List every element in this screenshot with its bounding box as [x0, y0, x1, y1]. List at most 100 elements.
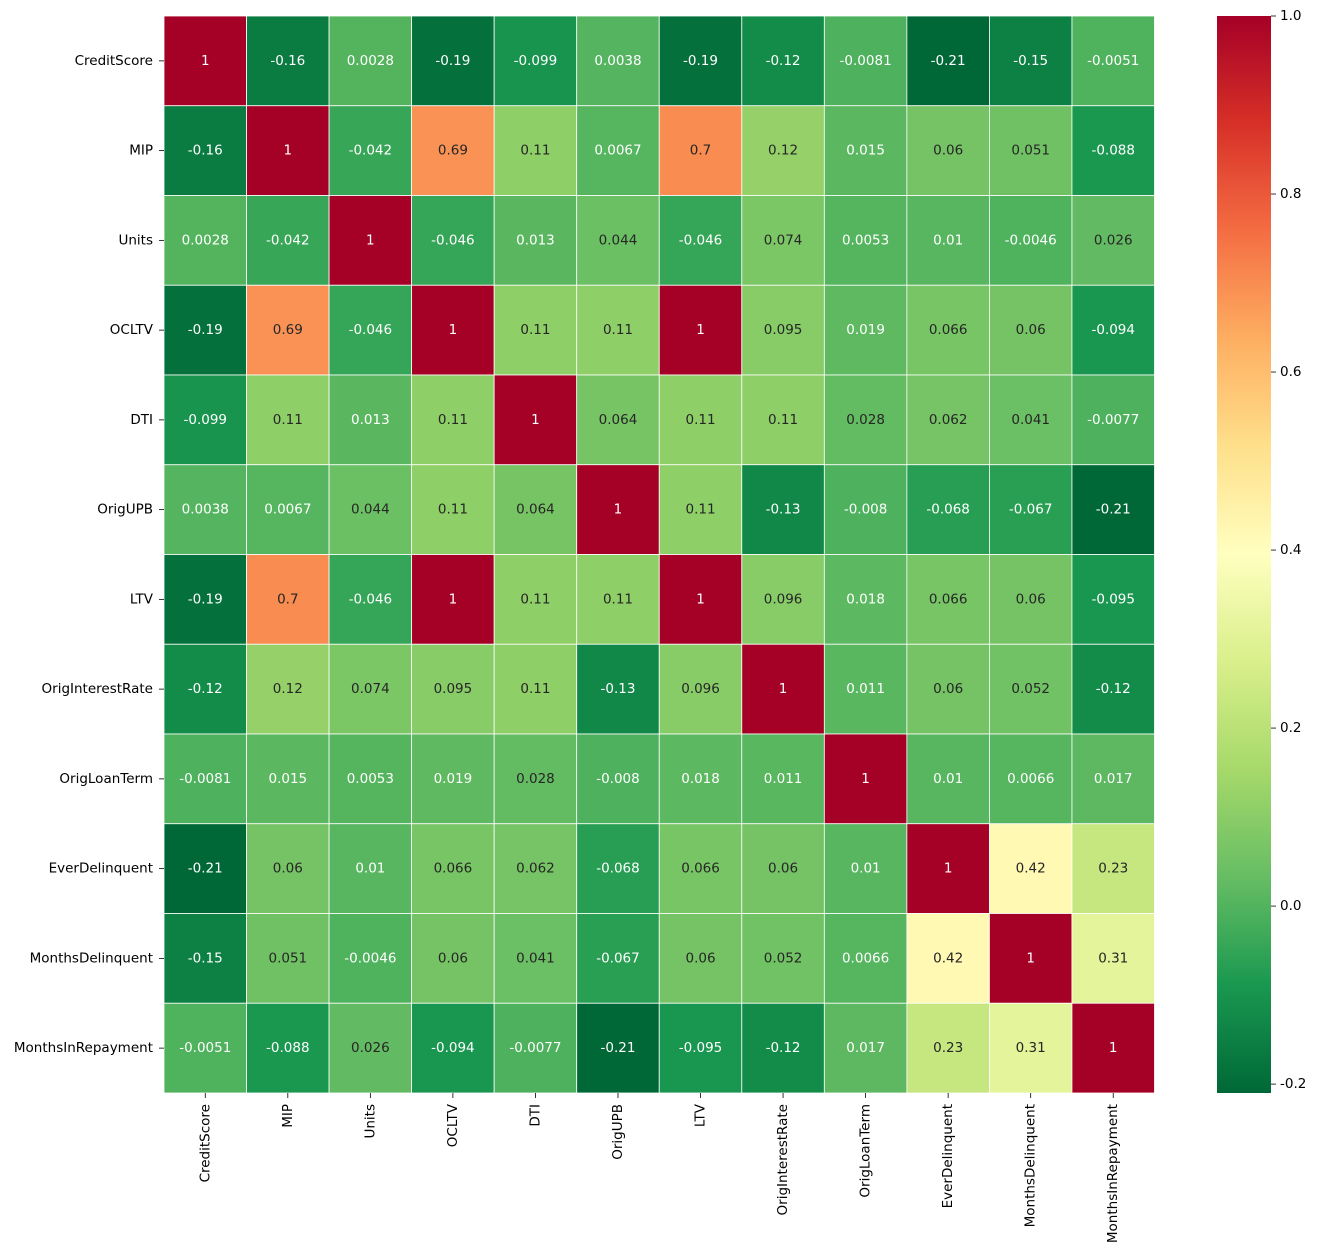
- heatmap-cell-MonthsDelinquent-LTV: [658, 913, 743, 1004]
- heatmap-cell-MIP-OrigInterestRate: [741, 105, 825, 196]
- heatmap-cell-OrigInterestRate-MIP: [246, 643, 330, 735]
- heatmap-cell-DTI-DTI: [493, 374, 578, 466]
- heatmap-annotation: -0.0046: [1005, 232, 1057, 248]
- heatmap-annotation: 0.074: [764, 232, 803, 248]
- y-tick-label-EverDelinquent: EverDelinquent: [49, 861, 153, 877]
- colorbar-tick-label: -0.2: [1280, 1076, 1306, 1092]
- heatmap-annotation: 0.12: [273, 681, 303, 697]
- heatmap-annotation: 0.7: [690, 143, 711, 159]
- heatmap-cell-LTV-OrigLoanTerm: [823, 554, 908, 645]
- x-tick-label-LTV: LTV: [693, 1103, 709, 1127]
- heatmap-annotation: -0.008: [844, 502, 888, 518]
- heatmap-annotation: 1: [531, 412, 540, 428]
- heatmap-cell-LTV-MIP: [246, 554, 330, 645]
- heatmap-annotation: -0.21: [601, 1040, 636, 1056]
- heatmap-annotation: 0.026: [1094, 232, 1133, 248]
- heatmap-cell-OrigInterestRate-OrigLoanTerm: [823, 643, 908, 735]
- heatmap-cell-OCLTV-LTV: [658, 284, 743, 376]
- heatmap-annotation: -0.12: [1096, 681, 1131, 697]
- heatmap-annotation: 0.11: [273, 412, 303, 428]
- heatmap-cell-EverDelinquent-OrigInterestRate: [741, 823, 825, 914]
- heatmap-annotation: 0.06: [438, 950, 468, 966]
- heatmap-annotation: 0.017: [1094, 771, 1133, 787]
- heatmap-cell-OrigUPB-MonthsInRepayment: [1071, 464, 1155, 555]
- heatmap-cell-OCLTV-MonthsInRepayment: [1071, 284, 1155, 376]
- heatmap-annotation: 0.062: [929, 412, 968, 428]
- heatmap-annotation: -0.042: [349, 143, 393, 159]
- heatmap-cell-LTV-LTV: [658, 554, 743, 645]
- heatmap-annotation: 1: [696, 591, 705, 607]
- heatmap-cell-Units-MonthsInRepayment: [1071, 195, 1155, 286]
- heatmap-annotation: 0.041: [516, 950, 555, 966]
- heatmap-cell-DTI-MonthsInRepayment: [1071, 374, 1155, 466]
- heatmap-cell-MIP-LTV: [658, 105, 743, 196]
- heatmap-annotation: 0.041: [1011, 412, 1050, 428]
- heatmap-annotation: -0.088: [1091, 143, 1135, 159]
- heatmap-cell-MonthsInRepayment-OCLTV: [411, 1002, 495, 1094]
- heatmap-annotation: -0.094: [431, 1040, 475, 1056]
- heatmap-annotation: 0.31: [1098, 950, 1128, 966]
- heatmap-cell-OrigLoanTerm-OrigUPB: [576, 733, 660, 825]
- heatmap-annotation: 0.064: [599, 412, 638, 428]
- heatmap-annotation: 0.11: [438, 412, 468, 428]
- heatmap-cell-MonthsInRepayment-MIP: [246, 1002, 330, 1094]
- heatmap-annotation: 0.01: [851, 861, 881, 877]
- heatmap-cell-OCLTV-EverDelinquent: [906, 284, 990, 376]
- heatmap-annotation: -0.16: [270, 53, 305, 69]
- x-tick-label-MIP: MIP: [280, 1104, 296, 1128]
- heatmap-annotation: 0.0067: [594, 143, 641, 159]
- heatmap-annotation: 1: [696, 322, 705, 338]
- heatmap-cell-CreditScore-CreditScore: [163, 15, 247, 107]
- heatmap-annotation: 0.0066: [842, 950, 889, 966]
- heatmap-annotation: 0.01: [355, 861, 385, 877]
- heatmap-cell-OCLTV-DTI: [493, 284, 578, 376]
- heatmap-annotation: 0.0066: [1007, 771, 1054, 787]
- heatmap-cell-LTV-EverDelinquent: [906, 554, 990, 645]
- heatmap-annotation: -0.13: [601, 681, 636, 697]
- heatmap-cell-DTI-EverDelinquent: [906, 374, 990, 466]
- heatmap-annotation: -0.21: [188, 861, 223, 877]
- heatmap-annotation: 0.23: [933, 1040, 963, 1056]
- heatmap-cell-DTI-CreditScore: [163, 374, 247, 466]
- heatmap-annotation: 1: [1109, 1040, 1118, 1056]
- heatmap-annotation: 0.0028: [347, 53, 394, 69]
- heatmap-annotation: 0.11: [520, 143, 550, 159]
- heatmap-cell-MIP-Units: [328, 105, 413, 196]
- heatmap-annotation: 0.31: [1016, 1040, 1046, 1056]
- heatmap-annotations: 1 -0.16 0.0028 -0.19 -0.099 0.0038 -0.19 -0.12 -…: [179, 53, 1139, 1056]
- y-axis-tick-labels: CreditScore MIP Units OCLTV DTI OrigUPB LTV Ori…: [14, 53, 164, 1056]
- heatmap-annotation: 0.013: [351, 412, 390, 428]
- heatmap-annotation: -0.12: [766, 53, 801, 69]
- heatmap-cell-OrigLoanTerm-EverDelinquent: [906, 733, 990, 825]
- heatmap-annotation: -0.0077: [509, 1040, 561, 1056]
- heatmap-annotation: 1: [366, 232, 375, 248]
- heatmap-cell-MIP-MIP: [246, 105, 330, 196]
- heatmap-annotation: 0.06: [1016, 322, 1046, 338]
- heatmap-cell-EverDelinquent-MonthsDelinquent: [989, 823, 1073, 914]
- heatmap-annotation: -0.067: [596, 950, 640, 966]
- y-tick-label-MonthsInRepayment: MonthsInRepayment: [14, 1040, 153, 1056]
- heatmap-annotation: 0.01: [933, 232, 963, 248]
- heatmap-cell-OrigInterestRate-EverDelinquent: [906, 643, 990, 735]
- heatmap-cell-Units-CreditScore: [163, 195, 247, 286]
- heatmap-cell-MonthsInRepayment-EverDelinquent: [906, 1002, 990, 1094]
- colorbar-tick-label: 1.0: [1280, 8, 1301, 24]
- heatmap-cell-MonthsDelinquent-MIP: [246, 913, 330, 1004]
- heatmap-cell-CreditScore-MonthsInRepayment: [1071, 15, 1155, 107]
- heatmap-annotation: 0.095: [434, 681, 473, 697]
- heatmap-cell-LTV-Units: [328, 554, 413, 645]
- heatmap-cell-MIP-DTI: [493, 105, 578, 196]
- heatmap-cell-EverDelinquent-OrigUPB: [576, 823, 660, 914]
- heatmap-cell-LTV-OrigInterestRate: [741, 554, 825, 645]
- x-tick-label-MonthsInRepayment: MonthsInRepayment: [1105, 1104, 1121, 1243]
- heatmap-annotation: 0.066: [929, 322, 968, 338]
- x-tick-label-OCLTV: OCLTV: [445, 1103, 461, 1147]
- heatmap-annotation: 0.028: [846, 412, 885, 428]
- colorbar: 1.0 0.8 0.6 0.4 0.2 0.0 -0.2: [1217, 8, 1306, 1093]
- heatmap-annotation: 0.11: [603, 322, 633, 338]
- heatmap-cell-EverDelinquent-OrigLoanTerm: [823, 823, 908, 914]
- heatmap-cell-EverDelinquent-LTV: [658, 823, 743, 914]
- heatmap-annotation: 0.7: [277, 591, 298, 607]
- heatmap-annotation: 0.026: [351, 1040, 390, 1056]
- heatmap-annotation: -0.088: [266, 1040, 310, 1056]
